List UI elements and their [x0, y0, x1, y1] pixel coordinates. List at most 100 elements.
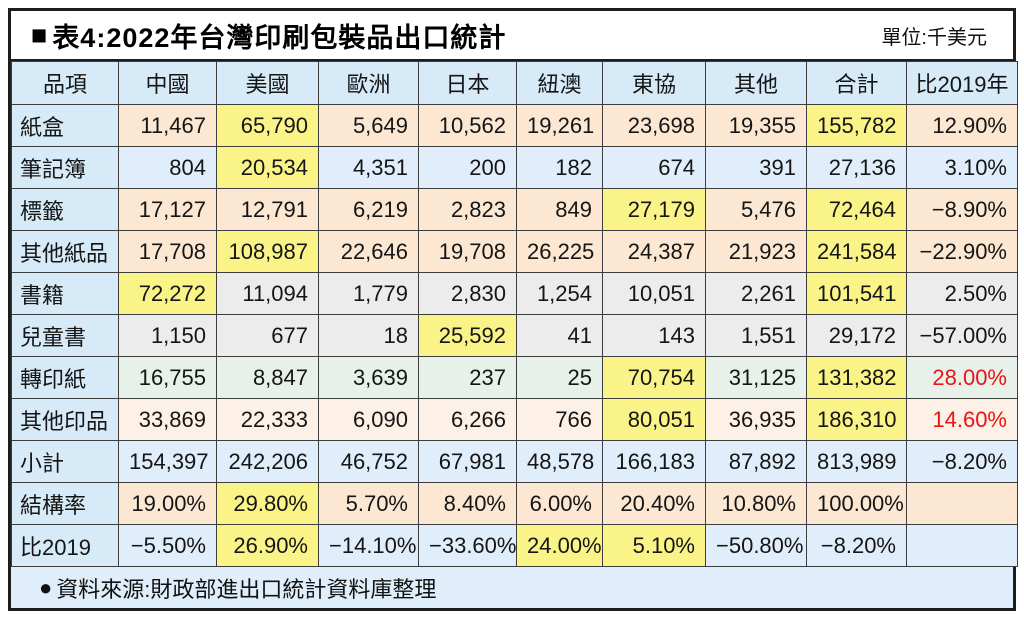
table-cell: 3,639	[318, 356, 419, 399]
table-cell: 237	[418, 356, 517, 399]
table-cell: 5.10%	[602, 524, 706, 567]
source-note: ● 資料來源:財政部進出口統計資料庫整理	[11, 567, 1013, 608]
export-statistics-panel: ■ 表4:2022年台灣印刷包裝品出口統計 單位:千美元 品項 中國 美國 歐洲 日本紐…	[8, 8, 1018, 611]
table-cell	[906, 482, 1018, 525]
table-cell: 18	[318, 314, 419, 357]
table-cell: −8.20%	[806, 524, 907, 567]
table-cell: 23,698	[602, 104, 706, 147]
table-cell: 19,708	[418, 230, 517, 273]
table-cell: 29.80%	[216, 482, 319, 525]
table-cell: −8.90%	[906, 188, 1018, 231]
table-cell: 70,754	[602, 356, 706, 399]
table-cell: 22,333	[216, 398, 319, 441]
table-cell: 5.70%	[318, 482, 419, 525]
table-cell: 20,534	[216, 146, 319, 189]
column-header-2: 美國	[216, 61, 319, 105]
table-cell: 6,266	[418, 398, 517, 441]
row-label: 標籤	[11, 188, 119, 231]
table-cell: 33,869	[118, 398, 217, 441]
row-label: 書籍	[11, 272, 119, 315]
table-cell: 19,355	[705, 104, 807, 147]
table-header-row: 品項 中國 美國 歐洲 日本 紐澳 東協 其他 合計 比2019年	[11, 61, 1018, 105]
table-cell: 80,051	[602, 398, 706, 441]
table-cell: 241,584	[806, 230, 907, 273]
row-label: 其他印品	[11, 398, 119, 441]
square-bullet-icon: ■	[31, 19, 49, 50]
table-cell: 11,467	[118, 104, 217, 147]
export-data-table: 品項 中國 美國 歐洲 日本 紐澳 東協 其他 合計 比2019年 紙盒 11,467 65,790 5…	[11, 61, 1018, 567]
table-cell: −57.00%	[906, 314, 1018, 357]
table-cell: 200	[418, 146, 517, 189]
table-cell: −8.20%	[906, 440, 1018, 483]
table-cell: 27,136	[806, 146, 907, 189]
column-header-4: 日本	[418, 61, 517, 105]
table-cell: 166,183	[602, 440, 706, 483]
table-cell: 28.00%	[906, 356, 1018, 399]
column-header-8: 合計	[806, 61, 907, 105]
table-row: 小計 154,397 242,206 46,752 67,981 48,578 166,18…	[11, 440, 1018, 483]
table-cell: 674	[602, 146, 706, 189]
table-cell	[906, 524, 1018, 567]
row-label: 兒童書	[11, 314, 119, 357]
table-cell: 4,351	[318, 146, 419, 189]
table-row: 結構率 19.00% 29.80% 5.70% 8.40% 6.00% 20.40% 10.8…	[11, 482, 1018, 525]
table-row: 書籍 72,272 11,094 1,779 2,830 1,254 10,051 2,261…	[11, 272, 1018, 315]
table-row: 紙盒 11,467 65,790 5,649 10,562 19,261 23,698 19,…	[11, 104, 1018, 147]
table-cell: 25	[516, 356, 603, 399]
table-cell: 26,225	[516, 230, 603, 273]
row-label: 轉印紙	[11, 356, 119, 399]
table-row: 其他印品 33,869 22,333 6,090 6,266 766 80,051 36,93…	[11, 398, 1018, 441]
table-cell: 10.80%	[705, 482, 807, 525]
table-row: 轉印紙 16,755 8,847 3,639 237 25 70,754 31,125 131,…	[11, 356, 1018, 399]
table-cell: −14.10%	[318, 524, 419, 567]
table-cell: 46,752	[318, 440, 419, 483]
table-row: 其他紙品 17,708 108,987 22,646 19,708 26,225 24,38…	[11, 230, 1018, 273]
table-cell: 391	[705, 146, 807, 189]
table-cell: 72,272	[118, 272, 217, 315]
table-cell: 26.90%	[216, 524, 319, 567]
table-row: 兒童書 1,150 677 18 25,592 41 143 1,551 29,172 −57.0…	[11, 314, 1018, 357]
table-cell: 25,592	[418, 314, 517, 357]
column-header-9: 比2019年	[906, 61, 1018, 105]
table-cell: 2.50%	[906, 272, 1018, 315]
table-cell: 22,646	[318, 230, 419, 273]
table-cell: 1,779	[318, 272, 419, 315]
table-cell: 182	[516, 146, 603, 189]
table-cell: 6,090	[318, 398, 419, 441]
row-label: 結構率	[11, 482, 119, 525]
column-header-5: 紐澳	[516, 61, 603, 105]
table-cell: 1,254	[516, 272, 603, 315]
table-cell: 677	[216, 314, 319, 357]
table-cell: −50.80%	[705, 524, 807, 567]
table-cell: 48,578	[516, 440, 603, 483]
table-cell: 19.00%	[118, 482, 217, 525]
table-cell: 143	[602, 314, 706, 357]
table-title: ■ 表4:2022年台灣印刷包裝品出口統計	[31, 16, 506, 55]
table-cell: 131,382	[806, 356, 907, 399]
source-note-text: 資料來源:財政部進出口統計資料庫整理	[56, 576, 437, 602]
table-cell: 12,791	[216, 188, 319, 231]
table-cell: 24.00%	[516, 524, 603, 567]
table-title-text: 表4:2022年台灣印刷包裝品出口統計	[52, 22, 507, 53]
table-cell: 24,387	[602, 230, 706, 273]
unit-label: 單位:千美元	[881, 26, 987, 49]
table-cell: 108,987	[216, 230, 319, 273]
table-cell: 100.00%	[806, 482, 907, 525]
table-cell: 1,551	[705, 314, 807, 357]
table-cell: 17,127	[118, 188, 217, 231]
table-cell: −33.60%	[418, 524, 517, 567]
table-cell: 65,790	[216, 104, 319, 147]
table-cell: 813,989	[806, 440, 907, 483]
table-cell: 155,782	[806, 104, 907, 147]
row-label: 比2019	[11, 524, 119, 567]
table-cell: 242,206	[216, 440, 319, 483]
row-label: 紙盒	[11, 104, 119, 147]
table-cell: 849	[516, 188, 603, 231]
table-cell: 31,125	[705, 356, 807, 399]
table-cell: −22.90%	[906, 230, 1018, 273]
table-cell: 8.40%	[418, 482, 517, 525]
table-cell: 804	[118, 146, 217, 189]
table-cell: 67,981	[418, 440, 517, 483]
table-cell: 21,923	[705, 230, 807, 273]
row-label: 其他紙品	[11, 230, 119, 273]
